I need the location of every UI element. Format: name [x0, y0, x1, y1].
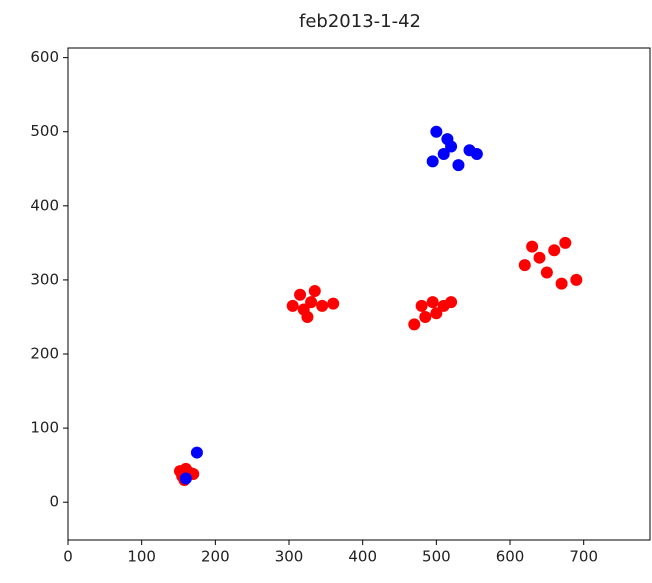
point — [286, 299, 299, 312]
x-tick-label: 300 — [275, 548, 304, 566]
point — [452, 159, 465, 172]
axes-frame — [67, 47, 651, 541]
point — [470, 147, 483, 160]
point — [437, 147, 450, 160]
point — [445, 296, 458, 309]
point — [559, 236, 572, 249]
point — [415, 299, 428, 312]
x-tick-label: 0 — [63, 548, 73, 566]
y-tick-label: 200 — [30, 345, 59, 363]
x-tick-label: 400 — [348, 548, 377, 566]
y-tick-label: 600 — [30, 48, 59, 66]
y-tick-label: 100 — [30, 419, 59, 437]
chart-title: feb2013-1-42 — [299, 11, 421, 32]
point — [408, 318, 421, 331]
point — [305, 296, 318, 309]
point — [308, 285, 321, 298]
point — [179, 472, 192, 485]
plot-area — [173, 125, 583, 486]
x-tick-label: 700 — [569, 548, 598, 566]
point — [540, 266, 553, 279]
x-tick-label: 500 — [422, 548, 451, 566]
point — [518, 259, 531, 272]
y-tick-label: 500 — [30, 122, 59, 140]
point — [426, 296, 439, 309]
x-tick-label: 600 — [496, 548, 525, 566]
x-tick-label: 200 — [201, 548, 230, 566]
point — [441, 133, 454, 146]
point — [570, 273, 583, 286]
point — [548, 244, 561, 257]
x-tick-label: 100 — [127, 548, 156, 566]
point — [526, 240, 539, 253]
point — [419, 310, 432, 323]
y-tick-label: 300 — [30, 270, 59, 288]
point — [301, 310, 314, 323]
point — [327, 297, 340, 310]
point — [533, 251, 546, 264]
point — [426, 155, 439, 168]
y-tick-label: 400 — [30, 196, 59, 214]
point — [190, 446, 203, 459]
point — [555, 277, 568, 290]
y-tick-label: 0 — [49, 493, 59, 511]
point — [316, 299, 329, 312]
point — [430, 125, 443, 138]
point — [294, 288, 307, 301]
point — [430, 307, 443, 320]
